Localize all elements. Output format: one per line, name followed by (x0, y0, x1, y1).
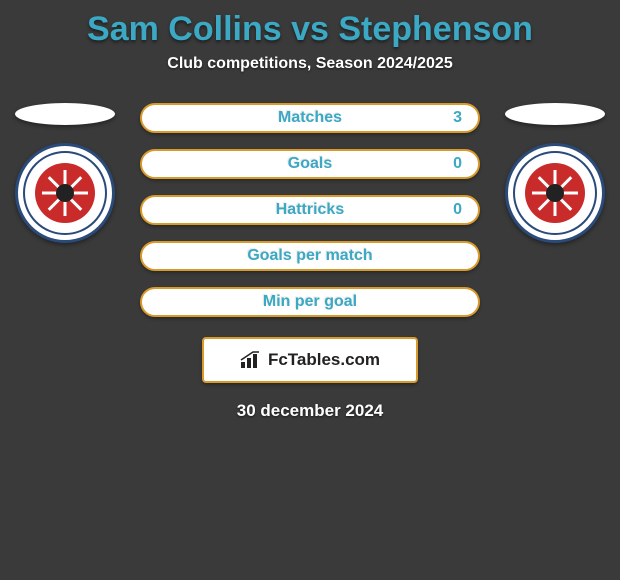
bar-chart-icon (240, 351, 262, 369)
right-club-badge (505, 143, 605, 243)
stat-label: Hattricks (276, 201, 344, 219)
stat-label: Goals (288, 155, 332, 173)
badge-wheel-icon (35, 163, 95, 223)
page-title: Sam Collins vs Stephenson (0, 0, 620, 55)
left-player-avatar (15, 103, 115, 125)
stat-value-right: 0 (453, 155, 462, 173)
stat-bar-matches: Matches 3 (140, 103, 480, 133)
footer-brand-text: FcTables.com (268, 350, 380, 370)
stat-bar-min-per-goal: Min per goal (140, 287, 480, 317)
stat-value-right: 0 (453, 201, 462, 219)
right-player-avatar (505, 103, 605, 125)
stat-value-right: 3 (453, 109, 462, 127)
stat-label: Min per goal (263, 293, 357, 311)
left-player-col (10, 103, 120, 243)
left-club-badge (15, 143, 115, 243)
stats-column: Matches 3 Goals 0 Hattricks 0 Goals per … (140, 103, 480, 317)
stat-bar-goals-per-match: Goals per match (140, 241, 480, 271)
stat-bar-hattricks: Hattricks 0 (140, 195, 480, 225)
subtitle: Club competitions, Season 2024/2025 (0, 55, 620, 103)
stat-bar-goals: Goals 0 (140, 149, 480, 179)
stat-label: Matches (278, 109, 342, 127)
footer-brand-badge: FcTables.com (202, 337, 418, 383)
stat-label: Goals per match (247, 247, 372, 265)
badge-wheel-icon (525, 163, 585, 223)
comparison-row: Matches 3 Goals 0 Hattricks 0 Goals per … (0, 103, 620, 317)
right-player-col (500, 103, 610, 243)
footer-date: 30 december 2024 (0, 401, 620, 421)
